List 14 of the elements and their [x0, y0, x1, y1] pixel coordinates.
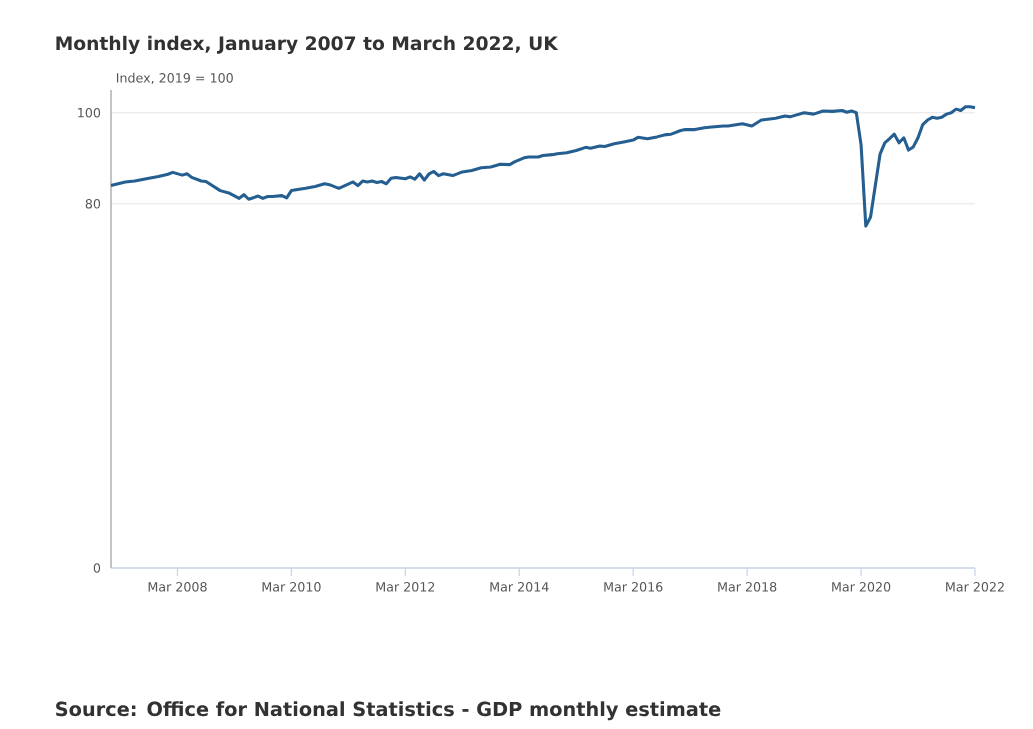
- chart-title: Monthly index, January 2007 to March 2022, UK: [56, 35, 559, 55]
- x-tick-label: Mar 2014: [490, 582, 549, 592]
- x-tick-label: Mar 2018: [718, 582, 777, 592]
- x-tick-label: Mar 2016: [604, 582, 663, 592]
- x-tick-label: Mar 2022: [946, 582, 1004, 592]
- y-tick-label: 0: [93, 563, 101, 573]
- x-tick-label: Mar 2020: [832, 582, 891, 592]
- source-note: Source: Office for National Statistics - GDP monthly estimate: [56, 701, 721, 721]
- x-tick-label: Mar 2012: [376, 582, 435, 592]
- y-tick-label: 100: [78, 107, 101, 118]
- x-tick-label: Mar 2008: [148, 582, 207, 592]
- x-tick-label: Mar 2010: [262, 582, 321, 592]
- y-axis-title: Index, 2019 = 100: [116, 72, 233, 84]
- y-tick-label: 80: [85, 199, 101, 209]
